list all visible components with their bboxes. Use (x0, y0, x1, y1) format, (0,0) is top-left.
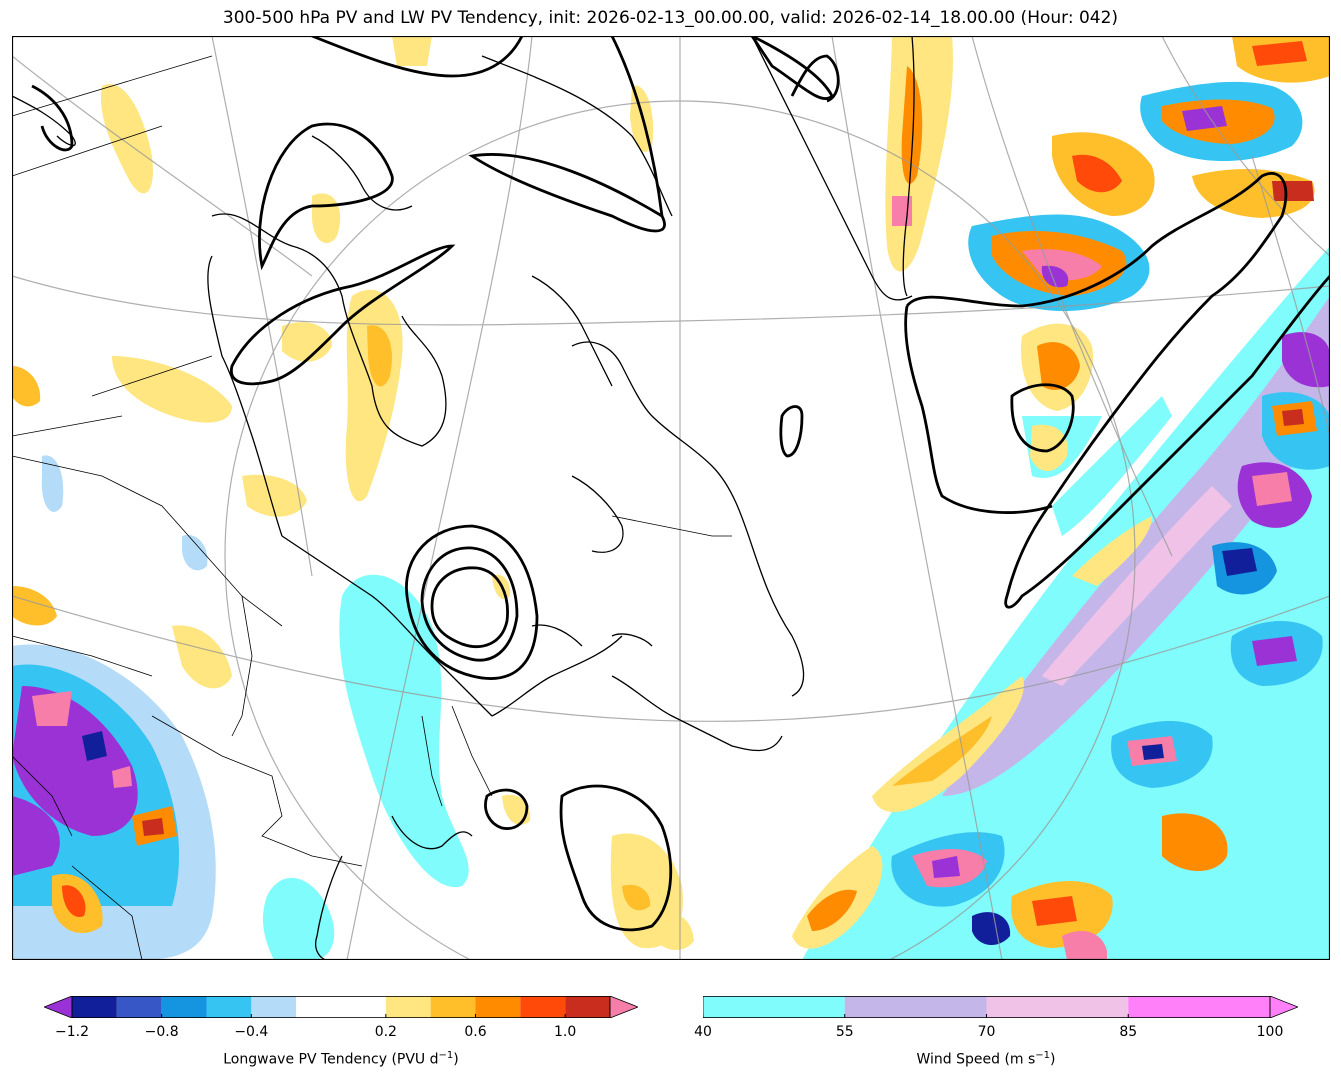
wind-colorbar-label-close: ) (1050, 1051, 1056, 1068)
pv-colorbar-tick-label: −1.2 (55, 1024, 89, 1040)
wind-colorbar-over-arrow (1269, 995, 1300, 1019)
graticule (12, 36, 1330, 960)
pv-colorbar-swatch-2 (161, 996, 207, 1018)
pv-colorbar-label-close: ) (453, 1051, 459, 1068)
pv-colorbar-swatch-6 (385, 996, 431, 1018)
pv-colorbar-swatch-7 (430, 996, 476, 1018)
pv-colorbar-tick-label: 1.0 (554, 1024, 577, 1040)
pv-colorbar-under-arrow (42, 995, 73, 1019)
pv-colorbar-ticks: −1.2 −0.8 −0.4 0.2 0.6 1.0 (44, 1024, 638, 1044)
wind-colorbar-tick-label: 85 (1119, 1024, 1138, 1040)
pv-colorbar-label: Longwave PV Tendency (PVU d−1) (44, 1050, 638, 1068)
wind-colorbar-swatch-1 (844, 996, 987, 1018)
wind-colorbar-ticks: 40 55 70 85 100 (694, 1024, 1298, 1044)
wind-colorbar-tick-label: 40 (694, 1024, 712, 1040)
pv-colorbar-swatches (42, 995, 640, 1019)
map-panel (12, 36, 1330, 960)
wind-colorbar-swatches (702, 995, 1300, 1019)
wind-colorbar-label-exp: −1 (1035, 1050, 1051, 1061)
wind-colorbar-label: Wind Speed (m s−1) (703, 1050, 1269, 1068)
wind-colorbar-swatch-3 (1128, 996, 1270, 1018)
pv-colorbar-swatch-4 (251, 996, 297, 1018)
pv-colorbar-swatch-10 (565, 996, 610, 1018)
pv-colorbar-swatch-0 (72, 996, 117, 1018)
pv-colorbar-swatch-9 (520, 996, 566, 1018)
wind-colorbar-tick-label: 55 (835, 1024, 854, 1040)
pv-colorbar (42, 995, 640, 1019)
pv-tendency-jet (792, 332, 1330, 960)
pv-colorbar-tick-label: −0.8 (144, 1024, 179, 1040)
pv-colorbar-outline (71, 996, 611, 1018)
wind-colorbar-tick-label: 70 (977, 1024, 996, 1040)
pv-tendency-northeast (885, 36, 1330, 471)
pv-colorbar-swatch-3 (206, 996, 252, 1018)
coastlines (12, 36, 915, 960)
pv-colorbar-tick-label: 0.2 (374, 1024, 397, 1040)
pv-tendency-canada (12, 36, 654, 689)
pv-colorbar-label-exp: −1 (438, 1050, 454, 1061)
wind-colorbar (702, 995, 1300, 1019)
pv-colorbar-tick-label: −0.4 (234, 1024, 269, 1040)
pv-colorbar-swatch-1 (116, 996, 162, 1018)
wind-colorbar-label-text: Wind Speed (m s (916, 1051, 1036, 1068)
pv-contours (31, 36, 1330, 932)
wind-colorbar-swatch-2 (986, 996, 1129, 1018)
political-boundaries (12, 55, 732, 960)
pv-tendency-atlantic (492, 574, 694, 951)
map-title: 300-500 hPa PV and LW PV Tendency, init:… (222, 8, 1119, 28)
pv-colorbar-tick-label: 0.6 (464, 1024, 487, 1040)
wind-colorbar-tick-label: 100 (1256, 1024, 1284, 1040)
pv-colorbar-label-text: Longwave PV Tendency (PVU d (223, 1051, 439, 1068)
pv-colorbar-over-arrow (609, 995, 640, 1019)
pv-colorbar-swatch-8 (475, 996, 521, 1018)
pv-colorbar-swatch-5 (296, 996, 386, 1018)
wind-colorbar-swatch-0 (703, 996, 845, 1018)
